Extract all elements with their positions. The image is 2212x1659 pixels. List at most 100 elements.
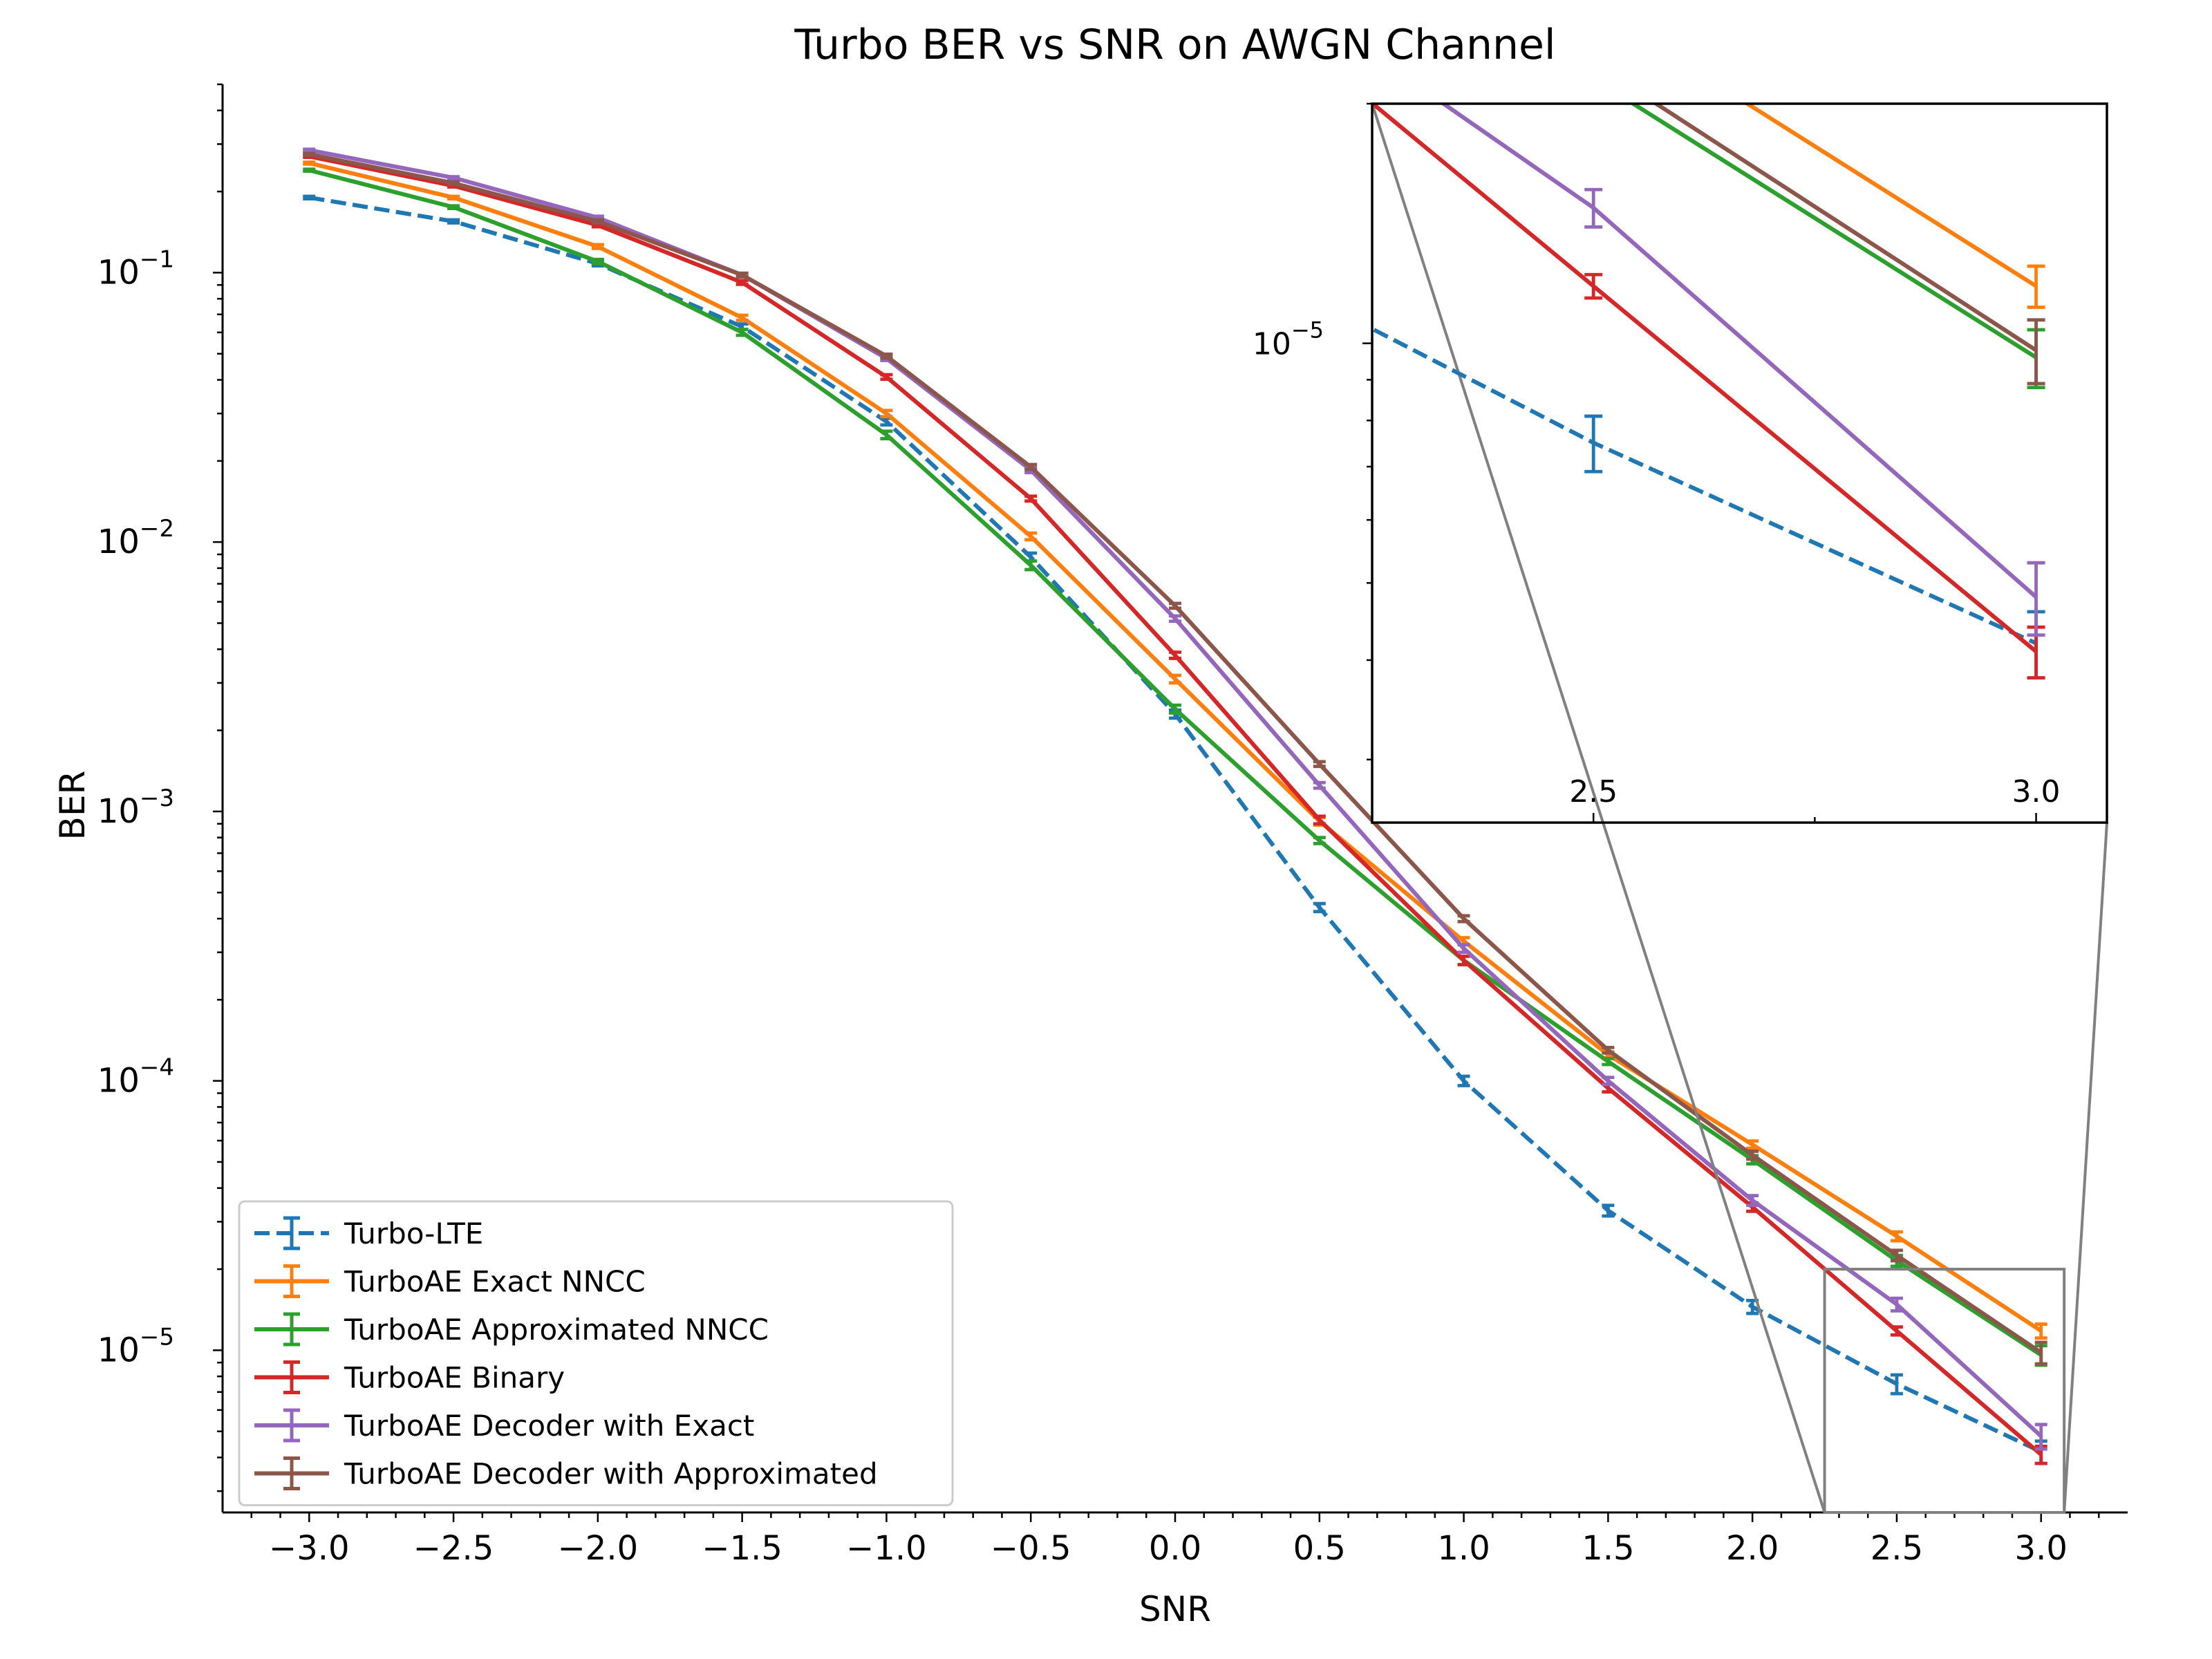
error-bar xyxy=(1602,1203,1615,1218)
error-bar xyxy=(447,218,460,225)
inset-series xyxy=(1142,0,2045,679)
error-bar xyxy=(1313,780,1326,790)
series-turboae-binary xyxy=(303,153,2047,1465)
y-axis-label: BER xyxy=(53,771,93,841)
series-turboae-decoder-with-exact xyxy=(1440,104,2045,637)
inset-y-tick-label: 10−5 xyxy=(1253,317,1324,362)
error-bar xyxy=(303,160,316,166)
error-bar xyxy=(1024,462,1038,471)
error-bar xyxy=(880,353,893,360)
error-bar xyxy=(2034,1322,2047,1340)
error-bar xyxy=(303,147,316,153)
error-bar xyxy=(1457,1074,1470,1087)
x-tick-label: 1.5 xyxy=(1582,1529,1634,1568)
error-bar xyxy=(1602,1056,1615,1067)
y-tick-label: 10−2 xyxy=(97,515,174,561)
chart-title: Turbo BER vs SNR on AWGN Channel xyxy=(794,21,1555,69)
error-bar xyxy=(880,373,893,382)
error-bar xyxy=(1313,760,1326,769)
x-tick-label: −1.0 xyxy=(846,1529,927,1568)
x-tick-label: 0.0 xyxy=(1149,1529,1201,1568)
legend-entry: TurboAE Decoder with Exact xyxy=(254,1408,754,1443)
error-bar xyxy=(1890,1325,1903,1337)
error-bar xyxy=(1890,1373,1903,1396)
error-bar xyxy=(1584,63,1602,95)
error-bar xyxy=(1024,559,1038,572)
error-bar xyxy=(1584,0,1602,19)
legend-entry: TurboAE Approximated NNCC xyxy=(254,1312,769,1347)
error-bar xyxy=(1313,836,1326,845)
inset-frame xyxy=(1371,102,2108,824)
error-bar xyxy=(1313,814,1326,826)
y-tick-label: 10−1 xyxy=(97,245,174,292)
x-tick-label: −1.5 xyxy=(702,1529,782,1568)
error-bar xyxy=(303,194,316,200)
error-bar xyxy=(1024,494,1038,503)
error-bar xyxy=(1602,1045,1615,1055)
error-bar xyxy=(1584,48,1602,78)
error-bar xyxy=(1169,650,1181,660)
legend-entry: TurboAE Exact NNCC xyxy=(254,1264,646,1299)
zoom-rectangle xyxy=(1823,1268,2066,1514)
legend-label: TurboAE Binary xyxy=(344,1361,565,1395)
error-bar xyxy=(880,429,893,440)
error-bar xyxy=(1457,914,1470,924)
error-bar xyxy=(447,180,460,186)
legend-entry: TurboAE Decoder with Approximated xyxy=(254,1456,878,1491)
zoom-connector xyxy=(1371,103,1826,1513)
axes: −3.0 −2.5 −2.0 −1.5 −1.0 −0.5 0.0 0.5 1.0 1.5 2.0 2… xyxy=(97,83,2128,1568)
x-tick-label: 1.0 xyxy=(1437,1529,1490,1568)
zoom-indicator xyxy=(1371,103,2108,1514)
error-bar xyxy=(447,204,460,211)
error-bar xyxy=(2034,1340,2047,1366)
error-bar xyxy=(1746,1139,1759,1150)
error-bar xyxy=(1890,1248,1903,1263)
error-bar xyxy=(1746,1150,1759,1161)
error-bar xyxy=(1746,1194,1759,1208)
x-tick-label: −3.0 xyxy=(269,1529,350,1568)
y-tick-label: 10−3 xyxy=(97,785,174,831)
x-tick-label: −2.0 xyxy=(558,1529,639,1568)
x-tick-label: −0.5 xyxy=(991,1529,1071,1568)
series-turboae-decoder-with-approximated xyxy=(1584,48,2045,386)
zoom-connector xyxy=(2063,822,2108,1513)
error-bar xyxy=(1313,901,1326,914)
error-bar xyxy=(2027,318,2045,386)
error-bar xyxy=(1890,1230,1903,1243)
error-bar xyxy=(1169,703,1181,715)
error-bar xyxy=(1602,1076,1615,1087)
x-tick-label: 2.5 xyxy=(1871,1529,1923,1568)
x-tick-label: 3.0 xyxy=(2015,1529,2068,1568)
error-bar xyxy=(1169,673,1181,685)
error-bar xyxy=(1024,531,1038,542)
inset-zoom-plot: 2.5 3.0 10−5 xyxy=(1142,0,2108,824)
error-bar xyxy=(447,194,460,200)
series-turboae-decoder-with-approximated xyxy=(303,151,2047,1366)
legend-label: TurboAE Approximated NNCC xyxy=(344,1313,769,1347)
legend-entry: TurboAE Binary xyxy=(254,1360,565,1395)
y-tick-label: 10−4 xyxy=(97,1054,174,1100)
error-bar xyxy=(880,409,893,419)
error-bar xyxy=(303,167,316,174)
error-bar xyxy=(591,218,604,225)
series-turboae-exact-nncc xyxy=(1584,0,2045,309)
legend: Turbo-LTE TurboAE Exact NNCC TurboAE Appro… xyxy=(238,1200,954,1506)
error-bar xyxy=(1584,272,1603,300)
y-tick-label: 10−5 xyxy=(97,1323,174,1369)
error-bar xyxy=(591,243,604,250)
x-tick-label: 2.0 xyxy=(1726,1529,1779,1568)
error-bar xyxy=(1457,943,1470,955)
error-bar xyxy=(303,151,316,157)
legend-box xyxy=(238,1200,954,1506)
x-tick-label: −2.5 xyxy=(413,1529,494,1568)
error-bar xyxy=(1169,601,1181,610)
legend-label: TurboAE Decoder with Approximated xyxy=(344,1457,878,1491)
error-bar xyxy=(2034,1423,2047,1451)
inset-x-tick-label: 3.0 xyxy=(2012,774,2061,809)
error-bar xyxy=(591,257,604,265)
error-bar xyxy=(1142,196,1160,234)
error-bar xyxy=(1584,187,1603,229)
legend-label: Turbo-LTE xyxy=(344,1217,483,1250)
error-bar xyxy=(2027,561,2045,637)
error-bar xyxy=(735,313,749,322)
